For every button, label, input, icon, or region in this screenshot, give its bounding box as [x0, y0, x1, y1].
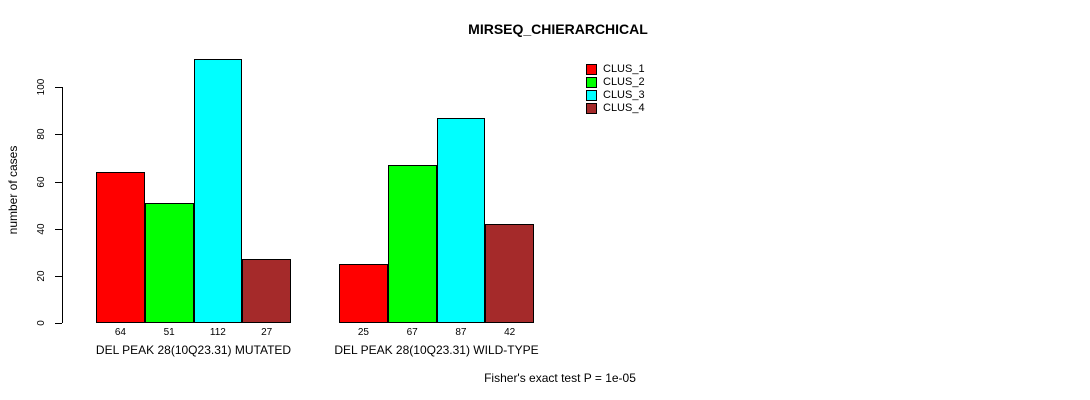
category-label: DEL PEAK 28(10Q23.31) WILD-TYPE [334, 343, 539, 357]
legend: CLUS_1 CLUS_2 CLUS_3 CLUS_4 [586, 63, 645, 115]
legend-label: CLUS_1 [603, 63, 645, 75]
y-tick-label: 100 [36, 78, 47, 96]
y-tick [55, 323, 62, 324]
bar-clus_2-group1 [144, 202, 194, 323]
bar-value-label: 25 [357, 327, 369, 338]
legend-label: CLUS_3 [603, 89, 645, 101]
y-tick [55, 275, 62, 277]
bar-clus_1-group1 [96, 172, 145, 323]
bar-clus_1-group2 [339, 264, 388, 323]
bar-clus_4-group1 [242, 259, 291, 323]
category-label: DEL PEAK 28(10Q23.31) MUTATED [95, 343, 292, 357]
bar-clus_3-group2 [436, 117, 486, 323]
bar-value-label: 87 [455, 327, 467, 338]
bar-clus_3-group1 [193, 59, 243, 323]
legend-item: CLUS_4 [586, 102, 645, 115]
y-axis-line [62, 87, 63, 323]
bar-value-label: 112 [209, 327, 226, 338]
legend-item: CLUS_2 [586, 76, 645, 89]
bar-value-label: 27 [261, 327, 273, 338]
annotation-text: Fisher's exact test P = 1e-05 [484, 371, 636, 385]
legend-item: CLUS_1 [586, 63, 645, 76]
y-tick [55, 87, 62, 89]
y-tick [55, 228, 62, 230]
legend-label: CLUS_4 [603, 102, 645, 114]
bar-value-label: 42 [504, 327, 516, 338]
legend-item: CLUS_3 [586, 89, 645, 102]
legend-swatch [586, 103, 597, 114]
y-tick-label: 0 [36, 320, 47, 326]
y-tick [55, 181, 62, 183]
bar-value-label: 64 [114, 327, 126, 338]
chart-title: MIRSEQ_CHIERARCHICAL [468, 21, 648, 37]
y-tick-label: 20 [36, 270, 47, 282]
bar-clus_4-group2 [485, 224, 534, 323]
y-tick-label: 60 [36, 176, 47, 188]
legend-swatch [586, 90, 597, 101]
y-axis-label: number of cases [6, 145, 20, 235]
y-tick-label: 40 [36, 223, 47, 235]
legend-swatch [586, 64, 597, 75]
legend-label: CLUS_2 [603, 76, 645, 88]
legend-swatch [586, 77, 597, 88]
bar-clus_2-group2 [387, 165, 437, 323]
y-tick [55, 134, 62, 136]
bar-value-label: 51 [163, 327, 175, 338]
y-tick-label: 80 [36, 128, 47, 140]
bar-value-label: 67 [406, 327, 418, 338]
